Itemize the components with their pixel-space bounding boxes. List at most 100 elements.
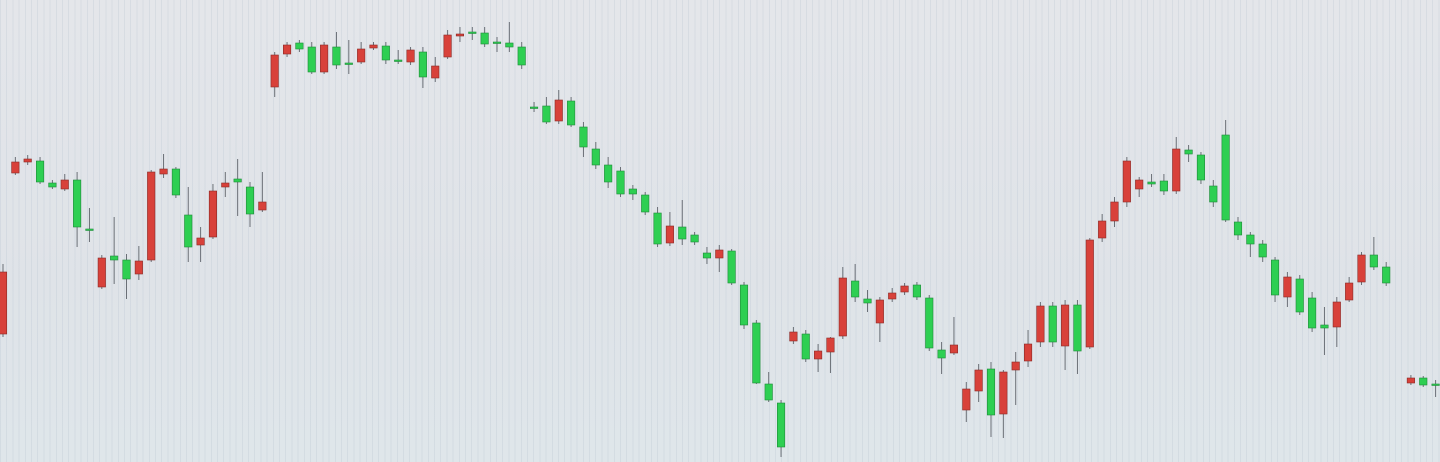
candle-body [739, 284, 749, 326]
candle-body [986, 368, 996, 416]
candle-body [752, 322, 761, 384]
candle-body [270, 54, 279, 88]
candle-body [1073, 304, 1082, 352]
candle-body [529, 106, 539, 109]
candle-body [604, 164, 613, 183]
candle-body [1011, 361, 1020, 371]
candle-body [1036, 305, 1045, 343]
candle-body [999, 371, 1008, 415]
candle-body [974, 369, 983, 392]
candle-body [332, 46, 341, 66]
candle-body [468, 31, 477, 34]
candle-body [1172, 148, 1181, 192]
candle-body [418, 51, 427, 78]
candle-body [97, 257, 106, 288]
candle-body [542, 105, 551, 123]
candle-body [801, 333, 810, 360]
candle-body [394, 59, 403, 62]
candle-body [1258, 243, 1267, 258]
candle-body [1357, 254, 1366, 283]
candle-body [23, 158, 32, 163]
candle-body [443, 34, 452, 58]
candle-body [1061, 304, 1070, 347]
candle-body [925, 297, 934, 349]
candle-body [184, 214, 193, 248]
candle-body [171, 168, 180, 196]
candle-body [814, 350, 823, 360]
candle-body [492, 41, 502, 44]
candle-body [1085, 239, 1094, 348]
candle-body [258, 201, 267, 211]
candle-body [480, 32, 489, 45]
candle-body [665, 225, 674, 244]
candle-body [937, 349, 946, 359]
candle-body [851, 280, 860, 298]
candle-body [1295, 278, 1304, 313]
candle-body [122, 259, 131, 280]
candle-body [48, 182, 57, 188]
candle-body [949, 344, 959, 354]
candle-body [962, 388, 971, 411]
candle-body [1110, 201, 1119, 222]
candle-body [579, 126, 588, 148]
candle-body [505, 42, 514, 48]
candle-body [1431, 383, 1440, 386]
candle-body [369, 44, 378, 49]
candle-body [1246, 234, 1255, 245]
candle-body [567, 100, 576, 126]
candle-body [1221, 134, 1230, 221]
candle-body [1024, 343, 1033, 362]
candle-body [1135, 179, 1144, 190]
candle-body [307, 46, 316, 73]
candle-body [863, 298, 872, 304]
candle-body [628, 188, 637, 195]
candle-body [60, 179, 69, 190]
candle-body [1159, 180, 1168, 192]
candle-body [1308, 297, 1317, 329]
candle-body [702, 252, 712, 259]
candle-body [1233, 221, 1243, 236]
candle-body [912, 284, 921, 298]
candle-body [431, 65, 440, 79]
candle-body [159, 168, 168, 175]
candle-body [233, 178, 242, 183]
candle-body [1122, 160, 1131, 203]
candle-body [1406, 377, 1415, 384]
candle-body [1271, 259, 1280, 296]
candle-body [591, 148, 600, 166]
candle-body [653, 212, 662, 245]
candle-body [1283, 276, 1292, 298]
candle-body [73, 179, 82, 228]
candle-body [344, 62, 353, 65]
candle-body [616, 170, 625, 195]
candle-body [1345, 282, 1354, 301]
candle-body [1184, 149, 1193, 155]
candle-body [282, 44, 292, 55]
candle-body [110, 255, 119, 261]
candle-body [690, 234, 699, 243]
candle-body [1369, 254, 1378, 268]
candle-body [455, 33, 465, 37]
candle-body [1048, 305, 1057, 343]
candle-body [678, 226, 687, 240]
candle-body [406, 49, 415, 63]
candle-body [11, 161, 20, 174]
candle-body [517, 46, 526, 66]
candle-body [196, 237, 205, 246]
candle-body [875, 299, 884, 324]
candle-body [1147, 181, 1156, 185]
candle-body [1332, 301, 1341, 328]
candle-body [554, 99, 563, 122]
candle-body [1382, 266, 1391, 284]
candle-body [147, 171, 156, 261]
candle-body [357, 48, 366, 63]
candle-body [85, 228, 94, 231]
candle-body [715, 249, 724, 259]
candle-body [221, 182, 230, 188]
candle-body [1419, 377, 1428, 386]
candle-body [1196, 154, 1205, 181]
candle-body [381, 45, 390, 61]
candle-body [134, 260, 143, 275]
